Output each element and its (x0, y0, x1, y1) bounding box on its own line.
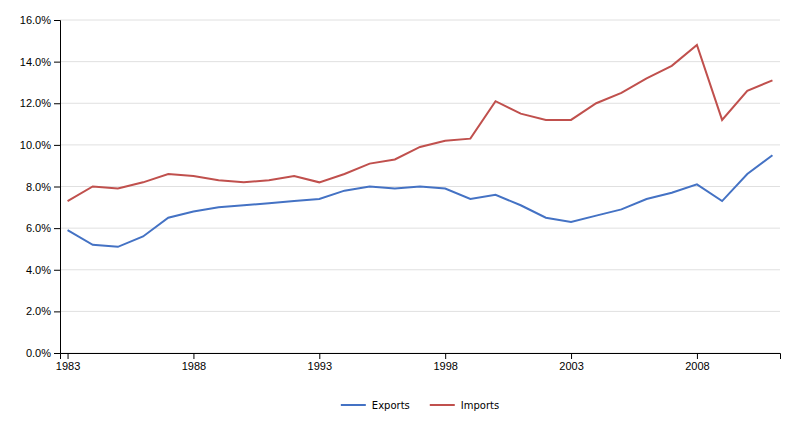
tick-mark (54, 145, 60, 146)
tick-label: 2003 (559, 360, 583, 372)
grid-line (60, 61, 780, 62)
tick-mark (54, 187, 60, 188)
tick-mark (697, 353, 698, 359)
tick-label: 1988 (182, 360, 206, 372)
tick: 1998 (433, 353, 457, 372)
legend-label: Imports (461, 400, 499, 411)
grid-line (60, 20, 780, 21)
tick: 1983 (56, 353, 80, 372)
tick: 4.0% (26, 264, 60, 276)
tick-label: 14.0% (20, 56, 51, 68)
series-group (68, 45, 773, 247)
series-line (68, 45, 773, 201)
tick-label: 8.0% (26, 181, 51, 193)
tick-label: 2008 (685, 360, 709, 372)
tick-label: 1983 (56, 360, 80, 372)
tick-mark (54, 353, 60, 354)
tick-label: 1998 (433, 360, 457, 372)
tick-mark (193, 353, 194, 359)
legend-item: Exports (341, 400, 410, 411)
chart: 1983 1988 1993 1998 2003 2008 0.0% 2.0% 4.0% 6.0%… (0, 0, 805, 423)
tick: 0.0% (26, 347, 60, 359)
tick: 2008 (685, 353, 709, 372)
legend: Exports Imports (341, 400, 499, 411)
tick-label: 0.0% (26, 347, 51, 359)
axis-line (54, 21, 61, 354)
grid-line (60, 144, 780, 145)
grid (60, 20, 780, 353)
tick: 1988 (182, 353, 206, 372)
tick-mark (445, 353, 446, 359)
plot: 1983 1988 1993 1998 2003 2008 0.0% 2.0% 4.0% 6.0%… (20, 14, 781, 372)
grid-line (60, 228, 780, 229)
series-line (68, 155, 773, 247)
y-axis: 0.0% 2.0% 4.0% 6.0% 8.0% 10.0% 12.0% 14.0% 16.0% (20, 14, 61, 359)
tick-label: 4.0% (26, 264, 51, 276)
tick-label: 16.0% (20, 14, 51, 26)
legend-item: Imports (430, 400, 499, 411)
tick: 8.0% (26, 181, 60, 193)
x-axis: 1983 1988 1993 1998 2003 2008 (56, 353, 781, 372)
tick: 14.0% (20, 56, 60, 68)
grid-line (60, 269, 780, 270)
tick-mark (319, 353, 320, 359)
tick-mark (54, 311, 60, 312)
tick: 12.0% (20, 97, 60, 109)
tick: 10.0% (20, 139, 60, 151)
tick-mark (54, 62, 60, 63)
tick-mark (54, 20, 60, 21)
tick: 2.0% (26, 305, 60, 317)
tick: 16.0% (20, 14, 60, 26)
tick-label: 12.0% (20, 97, 51, 109)
tick-label: 10.0% (20, 139, 51, 151)
legend-swatch (341, 404, 366, 406)
tick-mark (68, 353, 69, 359)
tick: 1993 (308, 353, 332, 372)
tick-mark (571, 353, 572, 359)
legend-swatch (430, 404, 455, 406)
tick: 2003 (559, 353, 583, 372)
tick-label: 2.0% (26, 305, 51, 317)
tick-mark (54, 228, 60, 229)
legend-label: Exports (372, 400, 410, 411)
tick-mark (54, 103, 60, 104)
tick-mark (54, 270, 60, 271)
tick: 6.0% (26, 222, 60, 234)
grid-line (60, 103, 780, 104)
tick-label: 6.0% (26, 222, 51, 234)
grid-line (60, 311, 780, 312)
tick-label: 1993 (308, 360, 332, 372)
axis-line (61, 354, 781, 360)
